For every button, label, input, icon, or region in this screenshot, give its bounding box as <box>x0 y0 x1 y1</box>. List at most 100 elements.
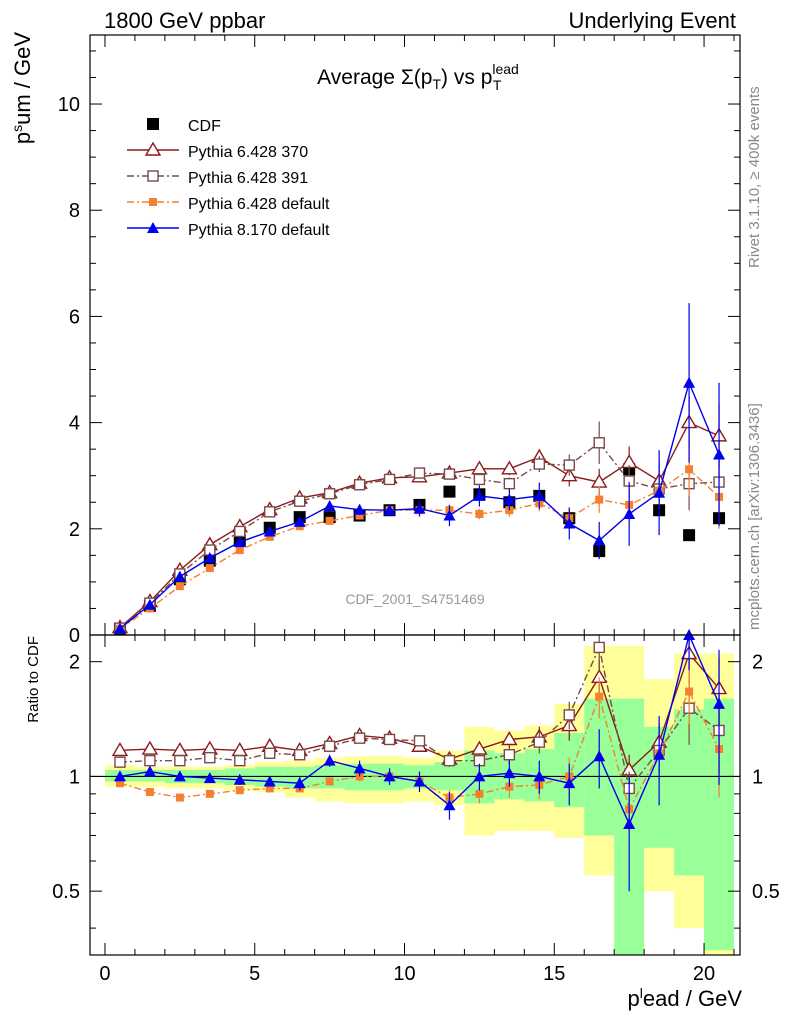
x-tick-label: 15 <box>543 963 565 985</box>
ratio-point <box>413 735 426 747</box>
header-left: 1800 GeV ppbar <box>104 8 266 33</box>
data-point <box>475 509 484 518</box>
data-point <box>595 495 604 504</box>
x-tick-label: 0 <box>99 963 110 985</box>
y-tick-label: 10 <box>58 94 80 116</box>
ratio-y-tick-label-right: 0.5 <box>752 881 780 903</box>
ratio-point <box>623 818 636 830</box>
ratio-point <box>563 709 575 721</box>
data-point <box>653 486 666 498</box>
data-point <box>471 460 488 475</box>
ratio-point <box>533 770 546 782</box>
ratio-point <box>264 747 276 759</box>
ratio-point <box>204 751 216 764</box>
ratio-y-tick-label: 2 <box>69 652 80 674</box>
ratio-point <box>473 770 486 782</box>
legend-marker <box>147 170 159 182</box>
x-tick-label: 20 <box>693 963 715 985</box>
ratio-point <box>353 762 366 774</box>
legend-label: CDF <box>188 118 221 135</box>
data-point <box>325 516 334 525</box>
data-point <box>683 376 696 388</box>
ratio-point <box>141 740 159 755</box>
ratio-point <box>503 749 516 761</box>
ratio-point <box>113 770 126 782</box>
ratio-point <box>145 788 154 797</box>
x-tick-label: 10 <box>393 963 415 985</box>
data-point <box>473 489 486 501</box>
data-point <box>293 515 306 527</box>
ratio-point <box>593 750 606 762</box>
data-point <box>355 511 364 520</box>
data-point <box>233 536 246 548</box>
ratio-point <box>265 784 274 793</box>
data-point <box>503 477 516 490</box>
ratio-frame <box>89 634 741 956</box>
ratio-point <box>174 754 186 767</box>
ratio-axis-label: Ratio to CDF <box>25 636 42 723</box>
data-point <box>323 499 336 511</box>
ratio-point <box>293 749 306 761</box>
data-point <box>713 448 726 460</box>
ratio-point <box>533 736 546 748</box>
ratio-y-tick-label: 0.5 <box>52 881 80 903</box>
ratio-point <box>171 742 189 757</box>
data-point <box>383 504 396 516</box>
legend-label: Pythia 6.428 default <box>188 196 330 213</box>
ratio-point <box>234 754 246 767</box>
data-point <box>205 564 214 573</box>
ratio-point <box>563 777 576 789</box>
data-point <box>473 473 486 486</box>
ratio-point <box>595 692 604 701</box>
series-line <box>119 468 720 630</box>
ratio-point <box>115 779 124 788</box>
ratio-y-tick-label-right: 2 <box>752 652 763 674</box>
legend-label: Pythia 6.428 370 <box>188 144 308 161</box>
data-point <box>413 502 426 514</box>
data-point <box>293 495 306 507</box>
ratio-point <box>593 641 605 654</box>
ratio-point <box>353 732 366 744</box>
data-point <box>563 459 575 471</box>
ratio-point <box>144 754 156 767</box>
data-point <box>173 570 186 582</box>
ratio-point <box>501 731 518 746</box>
data-point <box>683 529 696 542</box>
ratio-point <box>263 775 276 787</box>
ratio-point <box>111 742 129 757</box>
ratio-point <box>323 740 336 752</box>
ratio-point <box>325 777 334 786</box>
ratio-point <box>233 773 246 785</box>
legend-marker <box>147 222 159 233</box>
chart-watermark: CDF_2001_S4751469 <box>345 591 485 607</box>
data-point <box>593 534 606 546</box>
legend-marker <box>147 118 159 130</box>
data-point <box>265 532 274 541</box>
data-point <box>501 460 518 475</box>
data-point <box>685 465 694 474</box>
data-point <box>203 552 216 564</box>
data-point <box>533 489 546 501</box>
data-point <box>533 458 546 470</box>
ratio-point <box>114 756 126 768</box>
y-axis-label: psum / GeV <box>9 32 35 144</box>
data-point <box>264 506 276 518</box>
legend-marker <box>144 141 162 156</box>
y-tick-label: 2 <box>69 519 80 541</box>
data-point <box>353 503 366 515</box>
data-point <box>593 437 605 449</box>
data-point <box>113 622 126 634</box>
chart-title: Average Σ(pT) vs plead T <box>317 61 519 93</box>
data-point <box>563 517 576 529</box>
ratio-point <box>713 697 726 709</box>
data-point <box>234 525 246 538</box>
x-tick-label: 5 <box>249 963 260 985</box>
data-point <box>353 479 366 491</box>
data-point <box>263 525 276 537</box>
ratio-point <box>383 733 396 746</box>
data-point <box>383 473 396 486</box>
data-point <box>503 493 516 505</box>
data-point <box>175 582 184 591</box>
ratio-point <box>143 765 156 777</box>
ratio-y-tick-label: 1 <box>69 766 80 788</box>
